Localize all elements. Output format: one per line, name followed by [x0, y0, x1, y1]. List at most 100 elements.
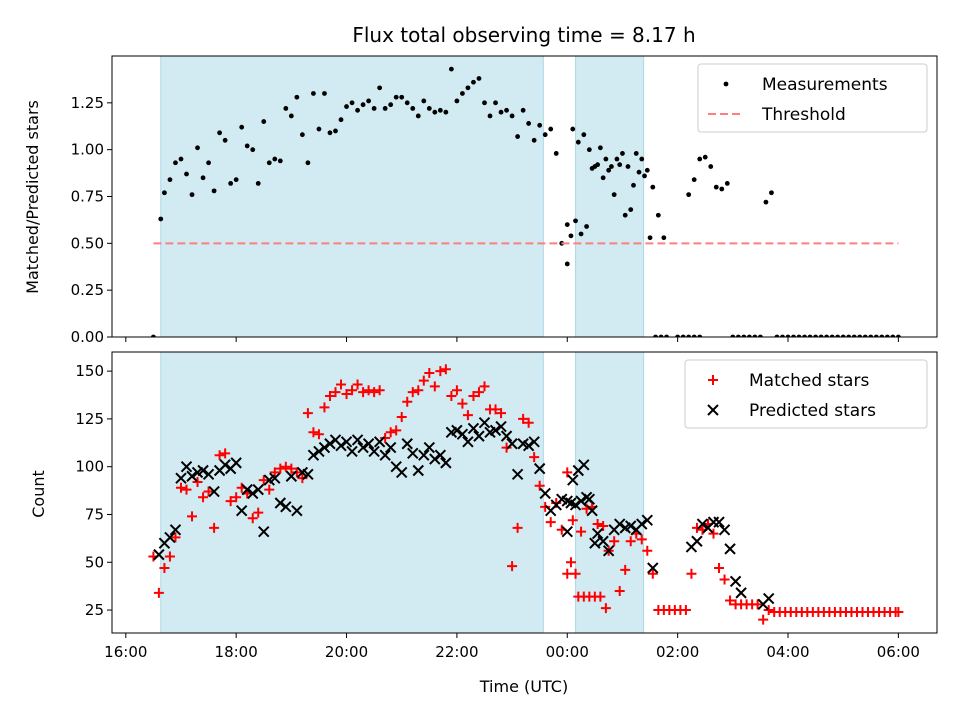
predicted-point	[451, 424, 463, 437]
measurement-point	[173, 160, 178, 166]
predicted-point	[589, 537, 601, 549]
matched-point	[286, 463, 297, 474]
measurement-point	[327, 130, 333, 136]
predicted-point	[500, 430, 513, 442]
measurement-point	[611, 192, 617, 198]
plot-area	[148, 364, 904, 625]
measurement-point	[868, 334, 874, 337]
measurement-point	[299, 132, 305, 138]
shaded-interval-0	[160, 351, 544, 634]
predicted-point	[647, 562, 659, 574]
predicted-point	[208, 485, 220, 498]
measurement-point	[680, 334, 686, 337]
measurement-point	[531, 137, 537, 143]
measurement-point	[851, 334, 857, 337]
predicted-point	[368, 445, 380, 458]
measurement-point	[509, 113, 515, 119]
y-tick-label: 150	[75, 362, 104, 380]
plot-area	[150, 66, 901, 337]
measurement-point	[829, 334, 835, 337]
matched-point	[435, 366, 446, 377]
predicted-point	[423, 441, 436, 454]
matched-point	[429, 381, 440, 392]
predicted-point	[285, 470, 298, 482]
y-tick-label: 0.25	[71, 281, 104, 299]
measurement-point	[735, 334, 741, 337]
measurement-point	[448, 66, 454, 72]
measurement-point	[802, 334, 807, 337]
measurement-point	[658, 334, 664, 337]
matched-point	[686, 568, 697, 579]
legend-box	[697, 63, 928, 133]
measurement-point	[233, 177, 239, 183]
predicted-point	[735, 587, 747, 599]
measurement-point	[653, 334, 658, 337]
matched-point	[462, 410, 473, 421]
measurement-point	[382, 106, 388, 111]
measurement-point	[730, 334, 736, 337]
matched-point	[363, 385, 374, 396]
matched-point	[523, 417, 534, 428]
matched-point	[291, 467, 302, 478]
matched-point	[297, 473, 308, 484]
matched-point	[642, 545, 653, 556]
measurement-point	[597, 145, 603, 151]
matched-point	[565, 557, 576, 568]
predicted-point	[729, 575, 742, 588]
shaded-interval-1	[575, 55, 645, 338]
y-tick-label: 25	[85, 601, 104, 619]
predicted-point	[636, 518, 648, 530]
measurement-point	[305, 160, 311, 166]
shaded-interval-1	[575, 351, 645, 634]
matched-point	[567, 515, 578, 526]
predicted-point	[346, 445, 358, 458]
matched-point	[181, 484, 192, 495]
measurement-point	[272, 156, 278, 162]
measurement-point	[228, 180, 234, 186]
predicted-point	[597, 535, 609, 547]
measurement-point	[150, 334, 156, 337]
legend-label: Measurements	[762, 75, 888, 95]
matched-point	[164, 551, 175, 562]
matched-point	[380, 433, 391, 444]
matched-point	[253, 507, 264, 518]
measurement-point	[294, 94, 300, 100]
matched-point	[719, 574, 730, 585]
measurement-point	[377, 85, 383, 91]
measurement-point	[702, 154, 708, 160]
measurement-point	[697, 334, 703, 337]
matched-point	[457, 398, 468, 409]
matched-point	[540, 501, 551, 512]
measurement-point	[774, 334, 780, 337]
y-axis-label-top: Matched/Predicted stars	[23, 100, 42, 294]
measurement-point	[578, 231, 584, 237]
measurement-point	[791, 334, 796, 337]
matched-point	[636, 534, 647, 545]
matched-point	[763, 605, 774, 616]
measurement-point	[697, 156, 703, 162]
measurement-point	[222, 137, 228, 143]
measurement-point	[609, 164, 614, 169]
legend-box	[684, 359, 928, 429]
predicted-point	[180, 460, 193, 473]
measurement-point	[217, 130, 223, 136]
matched-point	[347, 385, 358, 396]
predicted-point	[561, 525, 573, 538]
matched-point	[209, 522, 220, 533]
legend-label: Predicted stars	[749, 401, 876, 421]
measurement-point	[437, 107, 443, 113]
measurement-point	[371, 106, 377, 111]
y-tick-label: 0.50	[71, 234, 104, 252]
axes-frame	[111, 351, 938, 634]
measurement-point	[333, 128, 338, 134]
measurement-point	[746, 334, 752, 337]
predicted-point	[625, 520, 637, 532]
predicted-point	[313, 445, 325, 458]
legend-matched-swatch	[708, 375, 718, 385]
matched-point	[374, 385, 385, 396]
matched-point	[175, 482, 186, 493]
bottom-panel: 25 50 75 100 125 150 16:00 18:00 20:00 22:00 00:00…	[75, 351, 938, 661]
matched-point	[396, 411, 407, 422]
matched-point	[352, 379, 363, 390]
matched-point	[893, 606, 904, 617]
